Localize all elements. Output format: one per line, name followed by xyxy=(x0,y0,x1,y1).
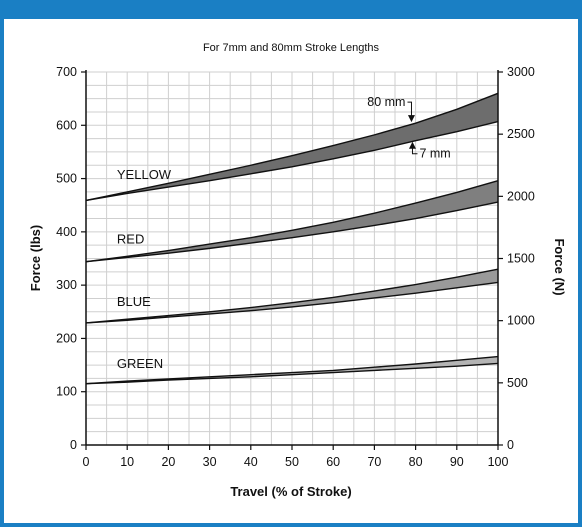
y-axis-title-right: Force (N) xyxy=(552,238,567,295)
data-bands: YELLOW RED BLUE GREEN xyxy=(85,92,499,385)
series-line-red-7mm xyxy=(85,201,499,263)
x-tick-label: 60 xyxy=(326,455,340,469)
chart-title: For 7mm and 80mm Stroke Lengths xyxy=(203,42,380,54)
y-tick-label-right: 3000 xyxy=(507,65,535,79)
y-tick-label-right: 1000 xyxy=(507,314,535,328)
annotation-80mm-leader xyxy=(407,101,412,120)
x-tick-label: 30 xyxy=(203,455,217,469)
stroke-annotations: 80 mm 7 mm xyxy=(367,95,450,161)
y-tick-label-left: 600 xyxy=(56,118,77,132)
y-tick-label-right: 2000 xyxy=(507,189,535,203)
series-line-yellow-80mm xyxy=(85,92,499,202)
band-label-blue: BLUE xyxy=(117,294,151,309)
y-tick-label-right: 500 xyxy=(507,376,528,390)
y-tick-label-left: 100 xyxy=(56,385,77,399)
y-tick-label-left: 200 xyxy=(56,331,77,345)
y-tick-label-left: 300 xyxy=(56,278,77,292)
y-tick-label-right: 2500 xyxy=(507,127,535,141)
y-axis-title-left: Force (lbs) xyxy=(28,225,43,291)
annotation-7mm: 7 mm xyxy=(419,147,450,161)
annotation-7mm-leader xyxy=(411,144,418,155)
band-label-green: GREEN xyxy=(117,356,163,371)
x-tick-label: 50 xyxy=(285,455,299,469)
band-label-red: RED xyxy=(117,231,144,246)
y-tick-label-right: 0 xyxy=(507,438,514,452)
x-tick-label: 70 xyxy=(367,455,381,469)
y-tick-label-left: 0 xyxy=(70,438,77,452)
annotation-80mm: 80 mm xyxy=(367,95,405,109)
annotation-80mm-arrow xyxy=(407,115,415,123)
band-label-yellow: YELLOW xyxy=(117,167,172,182)
y-tick-label-right: 1500 xyxy=(507,252,535,266)
y-tick-label-left: 700 xyxy=(56,65,77,79)
series-line-blue-80mm xyxy=(85,268,499,324)
series-line-red-80mm xyxy=(85,180,499,263)
series-line-yellow-7mm xyxy=(85,120,499,202)
x-tick-label: 100 xyxy=(488,455,509,469)
x-tick-label: 0 xyxy=(83,455,90,469)
x-tick-label: 40 xyxy=(244,455,258,469)
series-line-green-7mm xyxy=(85,362,499,385)
x-axis-title: Travel (% of Stroke) xyxy=(230,484,351,499)
y-tick-label-left: 400 xyxy=(56,225,77,239)
x-tick-label: 20 xyxy=(161,455,175,469)
x-tick-label: 10 xyxy=(120,455,134,469)
series-line-green-80mm xyxy=(85,355,499,385)
axes: 0 10 20 30 40 50 60 70 80 90 100010020030040050060… xyxy=(56,65,535,469)
x-tick-label: 80 xyxy=(409,455,423,469)
x-tick-label: 90 xyxy=(450,455,464,469)
series-line-blue-7mm xyxy=(85,281,499,324)
y-tick-label-left: 500 xyxy=(56,172,77,186)
